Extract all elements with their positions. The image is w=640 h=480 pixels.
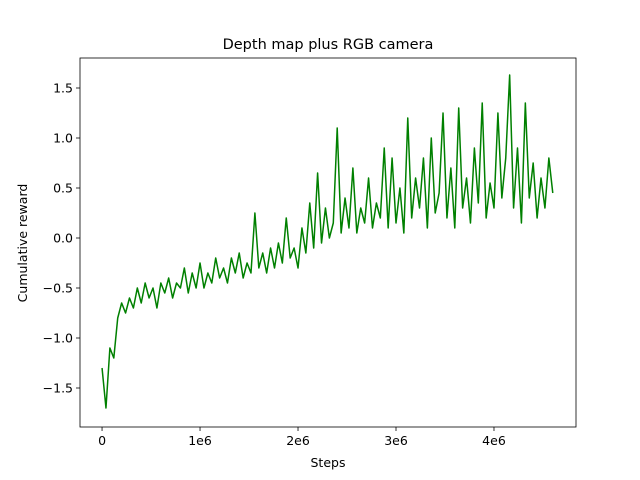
x-tick-label: 0 [98,433,106,448]
y-axis-label: Cumulative reward [15,184,30,303]
chart-title: Depth map plus RGB camera [223,37,434,53]
x-tick-label: 2e6 [286,433,310,448]
x-tick-label: 3e6 [384,433,408,448]
y-tick-label: −1.5 [43,381,73,396]
data-line [101,74,554,409]
y-tick-label: 0.0 [53,231,73,246]
y-tick-label: 1.5 [53,81,73,96]
y-tick-label: −1.0 [43,331,73,346]
x-tick-label: 1e6 [188,433,212,448]
y-tick-label: 0.5 [53,181,73,196]
plot-frame [79,57,577,428]
y-tick-label: 1.0 [53,131,73,146]
x-axis-label: Steps [311,455,346,470]
y-tick-label: −0.5 [43,281,73,296]
x-tick-label: 4e6 [482,433,506,448]
